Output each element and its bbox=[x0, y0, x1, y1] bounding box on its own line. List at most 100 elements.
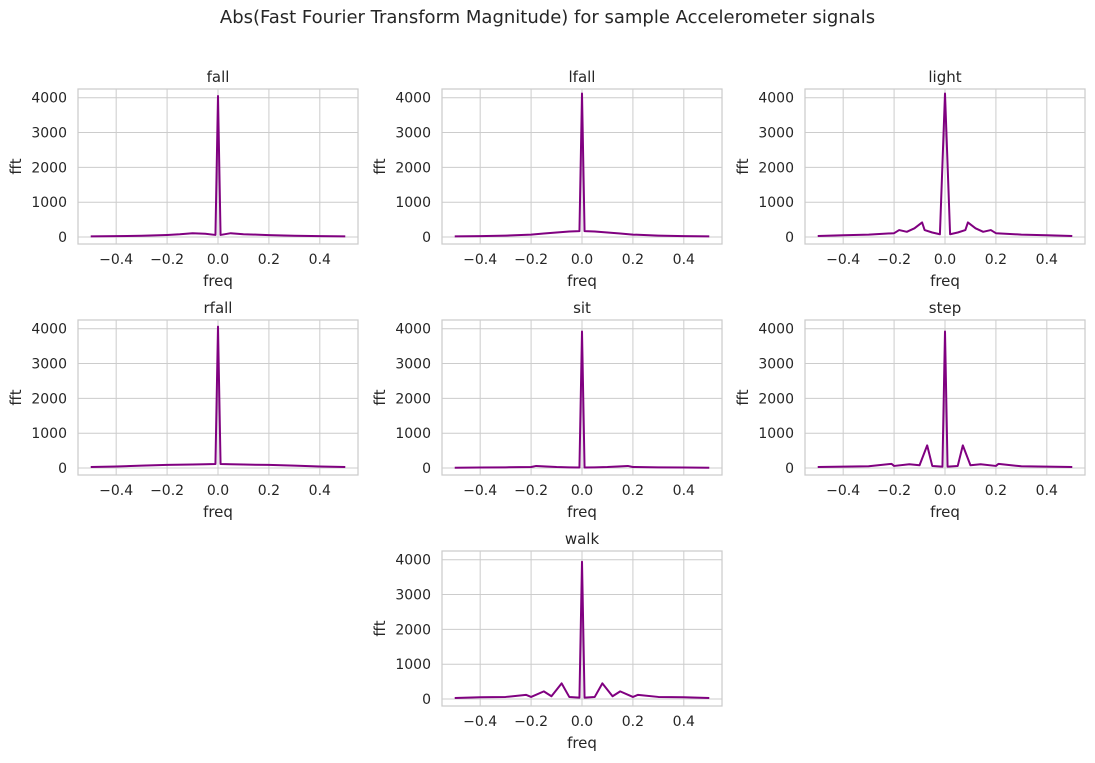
x-tick-label: 0.2 bbox=[622, 483, 644, 499]
y-tick-label: 1000 bbox=[31, 426, 67, 442]
subplot-title: walk bbox=[565, 530, 600, 548]
x-tick-label: 0.4 bbox=[309, 252, 331, 268]
x-tick-label: 0.0 bbox=[571, 252, 593, 268]
y-tick-label: 3000 bbox=[395, 357, 431, 373]
subplot-sit: −0.4 −0.2 0.0 0.2 0.4 0 1000 2000 3000 4000 sit fre… bbox=[371, 299, 723, 521]
y-axis-label: fft bbox=[734, 389, 752, 405]
x-tick-label: −0.4 bbox=[463, 252, 497, 268]
x-tick-label: −0.4 bbox=[826, 483, 860, 499]
x-tick-label: 0.4 bbox=[1036, 252, 1058, 268]
x-tick-label: 0.0 bbox=[571, 483, 593, 499]
x-tick-label: −0.4 bbox=[99, 483, 133, 499]
y-tick-label: 2000 bbox=[31, 391, 67, 407]
subplot-title: lfall bbox=[569, 68, 596, 86]
y-axis-label: fft bbox=[734, 158, 752, 174]
x-tick-label: 0.2 bbox=[985, 483, 1007, 499]
y-tick-label: 4000 bbox=[395, 91, 431, 107]
subplot-title: sit bbox=[573, 299, 591, 317]
subplot-title: light bbox=[928, 68, 961, 86]
x-tick-label: 0.4 bbox=[673, 252, 695, 268]
y-tick-label: 4000 bbox=[395, 553, 431, 569]
y-tick-label: 1000 bbox=[31, 195, 67, 211]
subplot-fall: −0.4 −0.2 0.0 0.2 0.4 0 1000 2000 3000 4000 fall fr… bbox=[7, 68, 359, 290]
y-axis-label: fft bbox=[371, 620, 389, 636]
y-tick-label: 3000 bbox=[758, 357, 794, 373]
series-line-step bbox=[817, 330, 1073, 468]
y-tick-label: 4000 bbox=[31, 91, 67, 107]
subplot-title: step bbox=[929, 299, 961, 317]
x-tick-label: 0.4 bbox=[673, 483, 695, 499]
x-tick-label: 0.0 bbox=[934, 483, 956, 499]
x-tick-label: 0.0 bbox=[571, 714, 593, 730]
y-tick-label: 1000 bbox=[395, 657, 431, 673]
axes-frame bbox=[77, 319, 359, 476]
y-tick-label: 2000 bbox=[31, 160, 67, 176]
x-tick-label: −0.2 bbox=[877, 252, 911, 268]
y-axis-label: fft bbox=[371, 389, 389, 405]
x-tick-label: 0.4 bbox=[673, 714, 695, 730]
subplot-title: fall bbox=[207, 68, 230, 86]
x-tick-label: −0.4 bbox=[463, 714, 497, 730]
subplot-step: −0.4 −0.2 0.0 0.2 0.4 0 1000 2000 3000 4000 step fr… bbox=[734, 299, 1086, 521]
y-tick-label: 0 bbox=[785, 230, 794, 246]
y-tick-label: 0 bbox=[785, 461, 794, 477]
y-tick-label: 2000 bbox=[395, 391, 431, 407]
y-axis-label: fft bbox=[7, 389, 25, 405]
y-tick-label: 3000 bbox=[31, 126, 67, 142]
x-axis-label: freq bbox=[567, 503, 597, 521]
y-tick-label: 1000 bbox=[758, 195, 794, 211]
y-tick-label: 4000 bbox=[758, 91, 794, 107]
y-axis-label: fft bbox=[7, 158, 25, 174]
figure-title: Abs(Fast Fourier Transform Magnitude) fo… bbox=[219, 7, 876, 28]
y-tick-label: 0 bbox=[422, 461, 431, 477]
x-axis-label: freq bbox=[930, 503, 960, 521]
x-tick-label: 0.0 bbox=[934, 252, 956, 268]
x-axis-label: freq bbox=[567, 734, 597, 752]
x-tick-label: 0.2 bbox=[258, 252, 280, 268]
series-line-walk bbox=[454, 560, 710, 699]
y-tick-label: 0 bbox=[58, 230, 67, 246]
x-axis-label: freq bbox=[567, 272, 597, 290]
series-line-fall bbox=[90, 94, 346, 238]
y-tick-label: 3000 bbox=[395, 126, 431, 142]
series-line-light bbox=[817, 92, 1073, 237]
axes-frame bbox=[804, 88, 1086, 245]
y-tick-label: 2000 bbox=[395, 160, 431, 176]
axes-frame bbox=[77, 88, 359, 245]
y-tick-label: 3000 bbox=[758, 126, 794, 142]
axes-frame bbox=[441, 319, 723, 476]
y-tick-label: 4000 bbox=[395, 322, 431, 338]
subplot-title: rfall bbox=[204, 299, 233, 317]
x-tick-label: −0.2 bbox=[514, 483, 548, 499]
x-tick-label: −0.4 bbox=[99, 252, 133, 268]
x-axis-label: freq bbox=[203, 503, 233, 521]
y-tick-label: 0 bbox=[422, 692, 431, 708]
y-tick-label: 1000 bbox=[395, 426, 431, 442]
axes-frame bbox=[441, 550, 723, 707]
subplot-walk: −0.4 −0.2 0.0 0.2 0.4 0 1000 2000 3000 4000 walk fr… bbox=[371, 530, 723, 752]
x-tick-label: −0.2 bbox=[150, 483, 184, 499]
series-line-sit bbox=[454, 330, 710, 469]
x-tick-label: 0.0 bbox=[207, 252, 229, 268]
subplot-light: −0.4 −0.2 0.0 0.2 0.4 0 1000 2000 3000 4000 light f… bbox=[734, 68, 1086, 290]
x-axis-label: freq bbox=[930, 272, 960, 290]
x-tick-label: 0.2 bbox=[985, 252, 1007, 268]
y-tick-label: 3000 bbox=[395, 588, 431, 604]
axes-frame bbox=[804, 319, 1086, 476]
y-axis-label: fft bbox=[371, 158, 389, 174]
x-tick-label: 0.2 bbox=[622, 252, 644, 268]
x-tick-label: −0.2 bbox=[877, 483, 911, 499]
y-tick-label: 3000 bbox=[31, 357, 67, 373]
y-tick-label: 0 bbox=[422, 230, 431, 246]
y-tick-label: 4000 bbox=[31, 322, 67, 338]
x-tick-label: 0.0 bbox=[207, 483, 229, 499]
x-tick-label: 0.2 bbox=[622, 714, 644, 730]
x-tick-label: −0.2 bbox=[150, 252, 184, 268]
y-tick-label: 1000 bbox=[758, 426, 794, 442]
y-tick-label: 4000 bbox=[758, 322, 794, 338]
x-tick-label: −0.2 bbox=[514, 252, 548, 268]
x-tick-label: −0.4 bbox=[463, 483, 497, 499]
series-line-lfall bbox=[454, 92, 710, 238]
x-tick-label: 0.4 bbox=[1036, 483, 1058, 499]
